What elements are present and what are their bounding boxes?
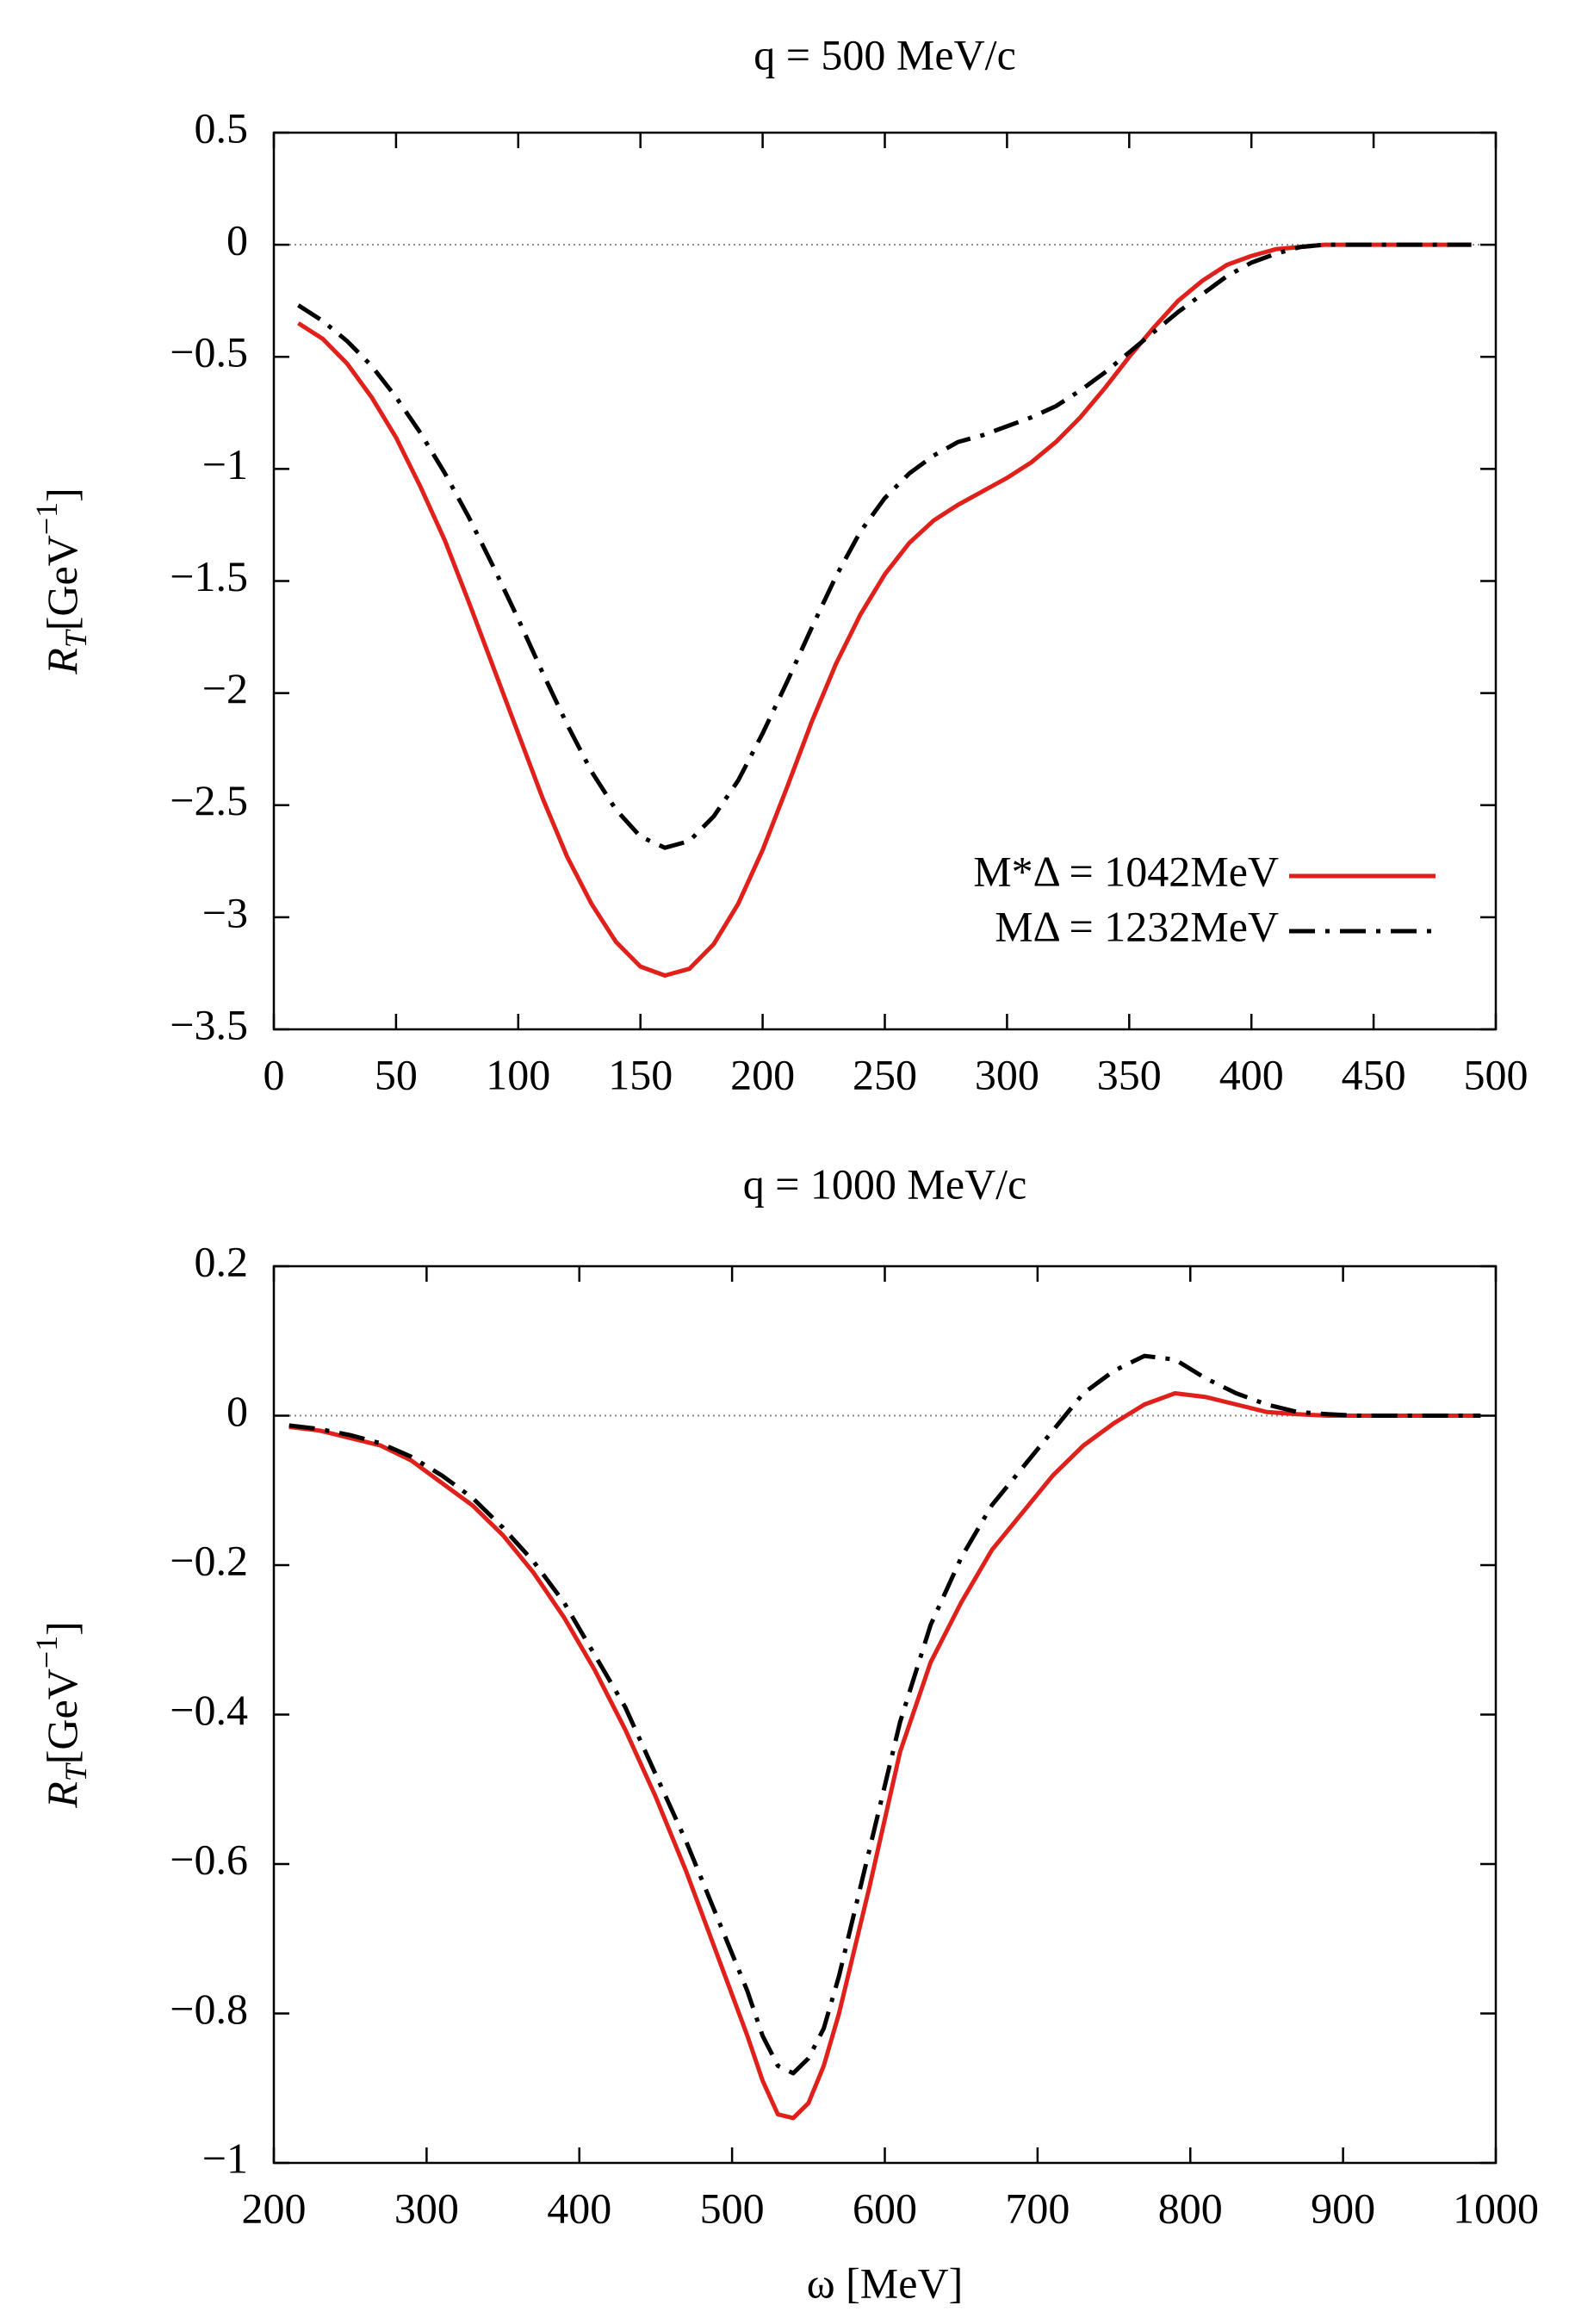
series-line (288, 1353, 1481, 2076)
y-tick-label: −2.5 (170, 776, 248, 824)
y-axis-label: RT[GeV−1] (29, 488, 93, 675)
y-axis-label-part: −1 (29, 502, 64, 535)
x-tick-label: 1000 (1453, 2184, 1539, 2232)
x-tick-label: 600 (853, 2184, 917, 2232)
y-tick-label: −1.5 (170, 552, 248, 600)
y-axis-label-part: ] (38, 1621, 86, 1636)
x-tick-label: 400 (1219, 1050, 1284, 1098)
y-axis-label-part: T (59, 628, 93, 648)
y-tick-label: −1 (202, 2134, 248, 2182)
x-tick-label: 0 (264, 1050, 285, 1098)
y-tick-label: −0.5 (170, 328, 248, 376)
series-line (297, 242, 1472, 850)
y-tick-label: −0.4 (170, 1686, 248, 1734)
y-tick-label: −0.2 (170, 1536, 248, 1584)
x-tick-label: 800 (1158, 2184, 1223, 2232)
plot-frame (272, 131, 1498, 1031)
y-tick-label: −3.5 (170, 1000, 248, 1048)
x-tick-label: 50 (375, 1050, 418, 1098)
y-tick-label: −3 (202, 888, 248, 936)
x-tick-label: 300 (975, 1050, 1039, 1098)
y-axis-label-part: [GeV (38, 535, 86, 631)
x-tick-label: 900 (1311, 2184, 1375, 2232)
chart-title: q = 500 MeV/c (753, 30, 1016, 78)
x-tick-label: 200 (730, 1050, 795, 1098)
y-axis-label: RT[GeV−1] (29, 1621, 93, 1809)
x-tick-label: 300 (394, 2184, 459, 2232)
y-tick-label: −2 (202, 664, 248, 712)
y-tick-label: −0.6 (170, 1835, 248, 1883)
y-axis-label-part: −1 (29, 1636, 64, 1668)
y-tick-label: −0.8 (170, 1985, 248, 2033)
y-axis-label-part: T (59, 1762, 93, 1781)
plot-frame (272, 1265, 1498, 2165)
y-tick-label: 0.5 (195, 103, 249, 152)
chart-title: q = 1000 MeV/c (743, 1159, 1027, 1208)
x-tick-label: 350 (1097, 1050, 1162, 1098)
legend-label: M*Δ = 1042MeV (973, 847, 1279, 895)
series-line (288, 1391, 1481, 2121)
y-tick-label: 0 (226, 216, 248, 264)
x-tick-label: 200 (242, 2184, 307, 2232)
x-tick-label: 250 (853, 1050, 917, 1098)
y-axis-label-part: [GeV (38, 1668, 86, 1764)
x-tick-label: 500 (1464, 1050, 1529, 1098)
x-tick-label: 500 (700, 2184, 765, 2232)
x-axis-label: ω [MeV] (807, 2259, 963, 2307)
y-axis-label-part: R (38, 1781, 86, 1809)
legend-label: MΔ = 1232MeV (995, 902, 1279, 950)
series-line (297, 242, 1472, 978)
x-tick-label: 100 (486, 1050, 550, 1098)
x-tick-label: 450 (1342, 1050, 1406, 1098)
y-tick-label: −1 (202, 440, 248, 488)
x-tick-label: 150 (608, 1050, 673, 1098)
x-tick-label: 400 (547, 2184, 611, 2232)
y-tick-label: 0 (226, 1387, 248, 1435)
y-axis-label-part: R (38, 648, 86, 675)
y-tick-label: 0.2 (195, 1237, 249, 1285)
x-tick-label: 700 (1005, 2184, 1070, 2232)
y-axis-label-part: ] (38, 488, 86, 502)
